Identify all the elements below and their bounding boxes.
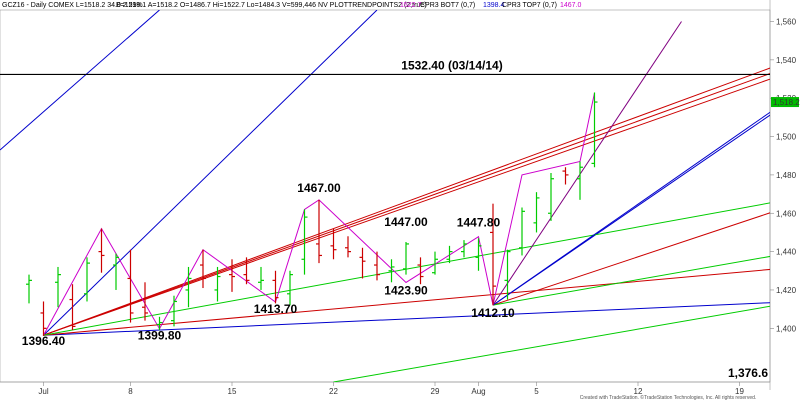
price-bar bbox=[504, 249, 511, 300]
resistance-label: 1532.40 (03/14/14) bbox=[401, 58, 502, 72]
y-tick-label: 1,400 bbox=[776, 324, 797, 333]
indicator-value-1: 1522.7 bbox=[400, 2, 422, 9]
x-tick-label: 5 bbox=[534, 387, 539, 396]
price-bar bbox=[171, 295, 177, 327]
y-tick-label: 1,540 bbox=[776, 56, 797, 65]
y-tick-label: 1,560 bbox=[776, 18, 797, 27]
x-tick-label: 22 bbox=[329, 387, 338, 396]
price-bar bbox=[533, 192, 540, 233]
swing-label: 1399.80 bbox=[138, 329, 182, 343]
trendline-gann-navy-fan bbox=[492, 111, 770, 306]
price-bar bbox=[40, 301, 47, 336]
label-group: 1396.40 1399.80 1413.70 1467.00 1447.00 1423.… bbox=[22, 58, 769, 380]
swing-label: 1412.10 bbox=[471, 306, 515, 320]
x-axis: Jul 8 15 22 29 Aug 5 12 19 bbox=[38, 382, 744, 396]
price-bar bbox=[26, 274, 32, 304]
y-tick-label: 1,460 bbox=[776, 209, 797, 218]
price-bar bbox=[475, 238, 482, 271]
price-bar bbox=[127, 249, 134, 323]
price-bar bbox=[403, 242, 409, 275]
price-bar bbox=[519, 207, 525, 256]
trendline-gann-purple bbox=[492, 21, 682, 306]
y-tick-label: 1,480 bbox=[776, 171, 797, 180]
price-bar bbox=[258, 266, 264, 290]
trendline-gann-blue-1 bbox=[0, 10, 160, 151]
indicator-name-4: CPR3 TOP7 (0,7) bbox=[502, 2, 557, 9]
y-tick-label: 1,440 bbox=[776, 248, 797, 257]
trendline-gann-red-steep-3 bbox=[43, 78, 770, 336]
x-tick-label: Aug bbox=[471, 387, 485, 396]
swing-label: 1423.90 bbox=[384, 283, 428, 297]
indicator-name-2: CPR3 BOT7 (0,7) bbox=[420, 2, 475, 9]
trendline-gann-red-steep-1 bbox=[43, 67, 770, 336]
price-bar bbox=[345, 236, 351, 258]
trendline-gann-red-steep-2 bbox=[43, 73, 770, 336]
price-bar bbox=[214, 266, 221, 302]
price-bar bbox=[446, 245, 453, 264]
x-tick-label: Jul bbox=[38, 387, 48, 396]
price-bar bbox=[490, 203, 496, 306]
x-tick-label: 8 bbox=[128, 387, 133, 396]
price-bar bbox=[185, 266, 192, 308]
price-bar bbox=[432, 251, 438, 275]
price-bar bbox=[301, 209, 308, 275]
trendline-group bbox=[0, 10, 770, 382]
trendline-gann-blue-2 bbox=[43, 10, 378, 336]
credit-text: Created with TradeStation. ©TradeStation… bbox=[580, 394, 757, 401]
trendline-gann-green-2 bbox=[492, 255, 770, 306]
price-bar bbox=[243, 257, 250, 285]
price-bar bbox=[591, 92, 598, 168]
price-bar bbox=[200, 249, 206, 289]
chart-title: GCZ16 - Daily COMEX L=1518.2 34.0 2.29% bbox=[2, 2, 143, 9]
y-axis: 1,4001,4201,4401,4601,4801,5001,5201,540… bbox=[770, 18, 800, 333]
trendline-gann-red-aug bbox=[492, 212, 770, 306]
x-tick-label: 19 bbox=[735, 387, 744, 396]
y-tick-label: 1,500 bbox=[776, 133, 797, 142]
price-bar bbox=[461, 240, 467, 258]
price-bar bbox=[84, 257, 90, 302]
x-tick-label: 12 bbox=[634, 387, 643, 396]
price-bar bbox=[113, 253, 119, 290]
price-bar bbox=[374, 251, 380, 281]
trendline-gann-green-3 bbox=[333, 305, 770, 382]
indicator-value-5: 1467.0 bbox=[560, 2, 582, 9]
price-bar bbox=[142, 282, 148, 321]
swing-label: 1447.00 bbox=[384, 215, 428, 229]
last-price-label: 1,518.2 bbox=[773, 98, 800, 107]
swing-label: 1413.70 bbox=[254, 302, 298, 316]
price-bar bbox=[98, 228, 105, 273]
indicator-value-3: 1398.4 bbox=[483, 2, 505, 9]
price-bar bbox=[548, 172, 554, 221]
trendline-gann-red-flat bbox=[43, 268, 770, 336]
price-bar bbox=[69, 284, 76, 331]
price-bar bbox=[330, 228, 337, 260]
price-bar bbox=[359, 247, 366, 279]
swing-label: 1396.40 bbox=[22, 334, 66, 348]
price-bar bbox=[55, 266, 61, 308]
swing-label: 1467.00 bbox=[297, 181, 341, 195]
price-bar bbox=[287, 270, 293, 306]
swing-label: 1447.80 bbox=[457, 216, 501, 230]
price-bar bbox=[562, 167, 569, 185]
price-bar bbox=[229, 259, 235, 292]
price-bar bbox=[577, 161, 583, 200]
x-tick-label: 29 bbox=[431, 387, 440, 396]
bottom-value-label: 1,376.6 bbox=[728, 366, 768, 380]
price-bar bbox=[316, 199, 322, 264]
last-price-tag bbox=[771, 97, 799, 108]
ohlc-readout: B=1518.1 A=1518.2 O=1486.7 Hi=1522.7 Lo=… bbox=[116, 2, 427, 9]
price-bar bbox=[156, 316, 163, 331]
price-bar bbox=[388, 259, 395, 283]
price-bar bbox=[417, 257, 424, 285]
price-bar bbox=[272, 270, 279, 304]
y-tick-label: 1,420 bbox=[776, 286, 797, 295]
trendline-gann-navy-flat bbox=[43, 302, 770, 336]
bar-group bbox=[26, 92, 598, 336]
x-tick-label: 15 bbox=[228, 387, 237, 396]
